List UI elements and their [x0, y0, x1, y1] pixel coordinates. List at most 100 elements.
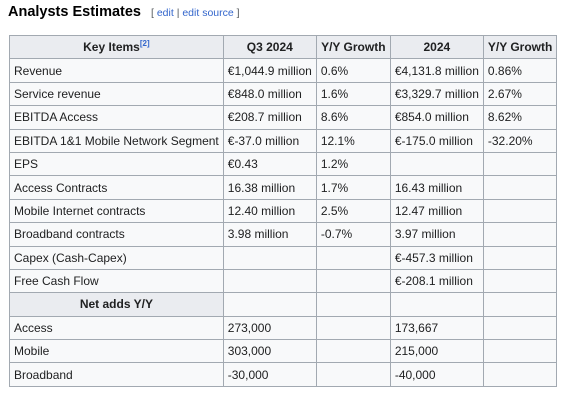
table-cell	[482, 292, 558, 317]
column-header-q3-yy-growth: Y/Y Growth	[315, 34, 391, 60]
table-cell	[482, 362, 558, 387]
table-cell	[315, 292, 391, 317]
row-label: EBITDA 1&1 Mobile Network Segment	[9, 128, 224, 153]
table-cell: 215,000	[389, 339, 484, 364]
row-label: Revenue	[9, 58, 224, 83]
section-title: Analysts Estimates	[8, 4, 141, 20]
table-row: Free Cash Flow €-208.1 million	[9, 268, 558, 294]
table-cell	[315, 245, 391, 270]
row-label: Free Cash Flow	[9, 268, 224, 294]
table-cell: 1.2%	[315, 151, 391, 177]
table-cell: 273,000	[222, 315, 317, 341]
table-cell: 8.62%	[482, 105, 558, 130]
row-label: Access	[9, 315, 224, 341]
column-header-q3-2024: Q3 2024	[222, 34, 317, 60]
table-cell	[315, 315, 391, 341]
table-row: Broadband contracts 3.98 million -0.7% 3.97…	[9, 222, 558, 247]
table-cell	[222, 268, 317, 294]
row-label: Access Contracts	[9, 175, 224, 200]
table-row: Mobile Internet contracts 12.40 million 2.…	[9, 198, 558, 224]
table-cell	[482, 151, 558, 177]
table-header-row: Key Items[2] Q3 2024 Y/Y Growth 2024 Y/Y…	[9, 34, 558, 60]
row-label: EPS	[9, 151, 224, 177]
table-cell: -30,000	[222, 362, 317, 387]
row-label: Service revenue	[9, 81, 224, 107]
table-cell: 2.67%	[482, 81, 558, 107]
table-row: Access 273,000 173,667	[9, 315, 558, 341]
table-cell: -32.20%	[482, 128, 558, 153]
row-label: Mobile	[9, 339, 224, 364]
table-cell	[222, 245, 317, 270]
table-cell: €3,329.7 million	[389, 81, 484, 107]
table-cell: €848.0 million	[222, 81, 317, 107]
column-header-2024: 2024	[389, 34, 484, 60]
row-label: EBITDA Access	[9, 105, 224, 130]
table-row: EBITDA Access €208.7 million 8.6% €854.0 mi…	[9, 105, 558, 130]
table-cell: €-208.1 million	[389, 268, 484, 294]
table-body: Revenue €1,044.9 million 0.6% €4,131.8 mill…	[9, 58, 558, 294]
table-row: Access Contracts 16.38 million 1.7% 16.43 m…	[9, 175, 558, 200]
column-header-key-items: Key Items[2]	[9, 34, 224, 60]
table-cell	[315, 362, 391, 387]
column-header-2024-yy-growth: Y/Y Growth	[482, 34, 558, 60]
net-adds-subheader-section: Net adds Y/Y	[9, 292, 558, 317]
table-cell: €-457.3 million	[389, 245, 484, 270]
table-cell: -40,000	[389, 362, 484, 387]
net-adds-subheader: Net adds Y/Y	[9, 292, 224, 317]
table-cell	[482, 175, 558, 200]
table-row: Revenue €1,044.9 million 0.6% €4,131.8 mill…	[9, 58, 558, 83]
table-cell: 12.47 million	[389, 198, 484, 224]
table-cell	[482, 315, 558, 341]
table-cell: €208.7 million	[222, 105, 317, 130]
table-cell	[315, 268, 391, 294]
table-cell	[389, 151, 484, 177]
edit-link[interactable]: edit	[156, 7, 174, 19]
table-cell	[482, 339, 558, 364]
table-cell: 16.38 million	[222, 175, 317, 200]
table-cell: €-175.0 million	[389, 128, 484, 153]
bracket-open: [	[150, 7, 154, 19]
table-cell: 16.43 million	[389, 175, 484, 200]
table-cell	[482, 268, 558, 294]
edit-links: [ edit | edit source ]	[151, 7, 240, 19]
net-adds-body: Access 273,000 173,667 Mobile 303,000 215,000…	[9, 315, 558, 387]
table-row: EBITDA 1&1 Mobile Network Segment €-37.0 …	[9, 128, 558, 153]
table-cell: 3.98 million	[222, 222, 317, 247]
row-label: Mobile Internet contracts	[9, 198, 224, 224]
table-cell	[315, 339, 391, 364]
table-cell: €0.43	[222, 151, 317, 177]
table-cell: 3.97 million	[389, 222, 484, 247]
edit-separator: |	[176, 7, 180, 19]
table-cell: €1,044.9 million	[222, 58, 317, 83]
table-cell: 12.1%	[315, 128, 391, 153]
bracket-close: ]	[236, 7, 240, 19]
reference-link[interactable]: [2]	[139, 39, 150, 49]
table-cell: €-37.0 million	[222, 128, 317, 153]
table-row: Broadband -30,000 -40,000	[9, 362, 558, 387]
table-cell	[482, 245, 558, 270]
net-adds-subheader-row: Net adds Y/Y	[9, 292, 558, 317]
analysts-estimates-table: Key Items[2] Q3 2024 Y/Y Growth 2024 Y/Y…	[9, 34, 558, 387]
table-cell: 8.6%	[315, 105, 391, 130]
edit-source-link[interactable]: edit source	[182, 7, 234, 19]
table-cell: 0.6%	[315, 58, 391, 83]
table-row: Capex (Cash-Capex) €-457.3 million	[9, 245, 558, 270]
row-label: Broadband contracts	[9, 222, 224, 247]
section-heading: Analysts Estimates [ edit | edit source …	[8, 4, 240, 24]
table-cell: -0.7%	[315, 222, 391, 247]
table-cell: €4,131.8 million	[389, 58, 484, 83]
table-cell	[482, 198, 558, 224]
table-row: Service revenue €848.0 million 1.6% €3,329.…	[9, 81, 558, 107]
table-cell	[222, 292, 317, 317]
row-label: Broadband	[9, 362, 224, 387]
table-cell: 0.86%	[482, 58, 558, 83]
table-cell: 12.40 million	[222, 198, 317, 224]
table-row: Mobile 303,000 215,000	[9, 339, 558, 364]
table-cell	[482, 222, 558, 247]
row-label: Capex (Cash-Capex)	[9, 245, 224, 270]
table-cell: 1.6%	[315, 81, 391, 107]
table-row: EPS €0.43 1.2%	[9, 151, 558, 177]
table-cell: €854.0 million	[389, 105, 484, 130]
table-cell: 303,000	[222, 339, 317, 364]
